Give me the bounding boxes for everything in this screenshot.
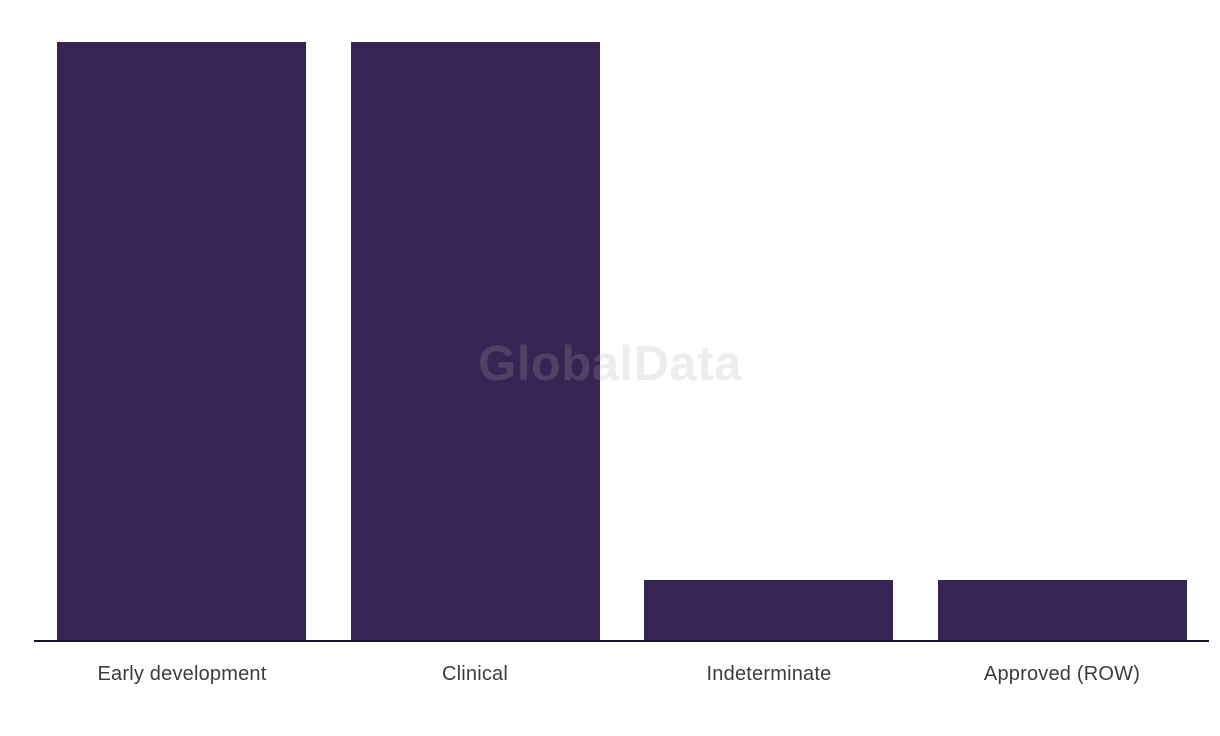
bar-indeterminate (644, 580, 893, 640)
bar-early-development (57, 42, 306, 640)
x-axis-label: Early development (97, 663, 267, 685)
x-axis-line (34, 640, 1209, 642)
bar-approved-row (938, 580, 1187, 640)
x-axis-label: Indeterminate (706, 663, 832, 685)
bar-clinical (351, 42, 600, 640)
x-axis-label: Approved (ROW) (983, 663, 1141, 685)
x-axis-label: Clinical (441, 663, 509, 685)
